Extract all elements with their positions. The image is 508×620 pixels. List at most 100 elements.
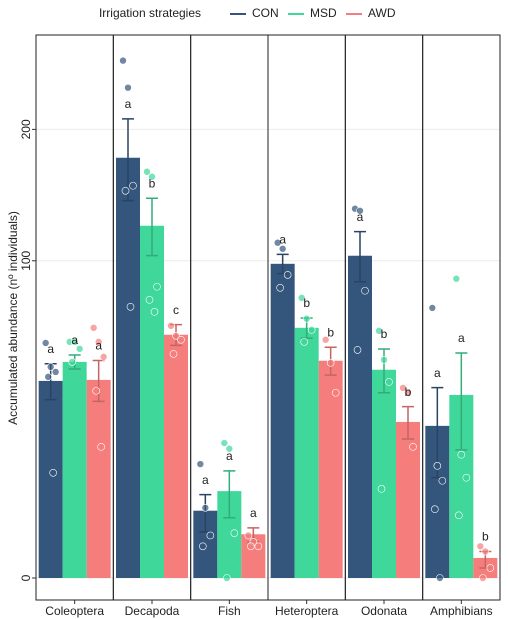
significance-letter: a bbox=[47, 342, 54, 356]
data-point bbox=[283, 271, 292, 279]
significance-letter: a bbox=[202, 473, 209, 487]
data-point bbox=[326, 359, 335, 367]
significance-letter: b bbox=[327, 325, 334, 339]
data-point bbox=[353, 346, 362, 354]
data-point bbox=[385, 378, 393, 386]
data-point bbox=[377, 485, 386, 493]
data-point bbox=[223, 574, 231, 582]
data-point bbox=[307, 326, 316, 334]
data-point bbox=[143, 167, 151, 176]
data-point bbox=[172, 331, 180, 340]
significance-letter: a bbox=[250, 506, 257, 520]
data-point bbox=[247, 542, 255, 551]
legend-label: MSD bbox=[310, 6, 337, 20]
x-tick-label: Coleoptera bbox=[45, 604, 104, 618]
data-point bbox=[150, 308, 159, 316]
bar bbox=[140, 225, 164, 578]
data-point bbox=[273, 238, 282, 247]
y-tick-label: 100 bbox=[19, 250, 33, 270]
bar bbox=[38, 380, 63, 578]
data-point bbox=[153, 282, 161, 291]
data-point bbox=[356, 206, 364, 215]
data-point bbox=[97, 443, 105, 451]
error-bar bbox=[122, 118, 134, 202]
error-bar bbox=[455, 352, 468, 451]
data-point bbox=[167, 322, 175, 330]
legend-label: CON bbox=[252, 6, 279, 20]
x-tick-label: Decapoda bbox=[125, 604, 180, 618]
significance-letter: c bbox=[173, 303, 179, 317]
data-point bbox=[433, 462, 442, 470]
data-point bbox=[278, 244, 287, 253]
data-point bbox=[438, 476, 447, 485]
data-point bbox=[244, 531, 253, 540]
data-point bbox=[196, 460, 205, 468]
data-point bbox=[457, 450, 466, 459]
significance-letter: a bbox=[95, 339, 102, 353]
data-point bbox=[300, 338, 308, 346]
legend-label: AWD bbox=[368, 6, 396, 20]
bar bbox=[318, 360, 343, 578]
data-point bbox=[486, 564, 495, 572]
bar bbox=[270, 263, 295, 578]
y-axis-label: Accumulated abundance (nº individuals) bbox=[6, 211, 20, 425]
data-point bbox=[92, 387, 100, 395]
x-tick-label: Amphibians bbox=[430, 604, 493, 618]
data-point bbox=[297, 294, 306, 302]
x-tick-label: Odonata bbox=[361, 604, 407, 618]
error-bar bbox=[354, 230, 366, 283]
data-point bbox=[177, 335, 185, 344]
significance-letter: a bbox=[357, 210, 364, 224]
bar bbox=[86, 379, 111, 578]
bar bbox=[164, 334, 188, 578]
data-point bbox=[89, 324, 98, 332]
bar bbox=[62, 361, 87, 578]
data-point bbox=[276, 283, 284, 292]
data-point bbox=[479, 574, 487, 582]
bar bbox=[294, 327, 319, 578]
error-bar bbox=[402, 405, 414, 440]
data-point bbox=[94, 338, 103, 346]
data-point bbox=[254, 542, 263, 551]
significance-letter: a bbox=[125, 97, 132, 111]
data-point bbox=[75, 345, 84, 353]
significance-letter: b bbox=[405, 385, 412, 399]
data-point bbox=[375, 327, 383, 335]
data-point bbox=[455, 511, 463, 520]
bar bbox=[372, 369, 396, 578]
data-point bbox=[452, 274, 461, 283]
data-point bbox=[476, 542, 485, 551]
data-point bbox=[126, 302, 135, 311]
error-bar bbox=[146, 197, 158, 257]
data-point bbox=[68, 358, 76, 366]
data-point bbox=[119, 56, 127, 65]
data-point bbox=[462, 473, 471, 482]
data-point bbox=[145, 296, 154, 304]
y-tick-label: 200 bbox=[19, 119, 33, 139]
data-point bbox=[129, 181, 137, 190]
data-point bbox=[51, 368, 60, 376]
data-point bbox=[121, 186, 130, 195]
data-point bbox=[44, 373, 52, 381]
data-point bbox=[169, 350, 178, 358]
significance-letter: a bbox=[226, 449, 233, 463]
data-point bbox=[199, 542, 207, 551]
data-point bbox=[409, 443, 417, 451]
bar bbox=[116, 157, 140, 578]
data-point bbox=[99, 353, 108, 361]
significance-letter: b bbox=[303, 296, 310, 310]
x-tick-label: Fish bbox=[218, 604, 241, 618]
data-point bbox=[331, 388, 340, 397]
data-point bbox=[201, 503, 210, 512]
data-point bbox=[321, 335, 330, 344]
significance-letter: b bbox=[482, 530, 489, 544]
data-point bbox=[220, 439, 229, 447]
data-point bbox=[225, 444, 234, 453]
data-point bbox=[399, 384, 407, 392]
data-point bbox=[230, 529, 239, 537]
data-point bbox=[302, 314, 311, 323]
significance-letter: a bbox=[71, 333, 78, 347]
data-point bbox=[404, 388, 412, 397]
x-tick-label: Heteroptera bbox=[275, 604, 339, 618]
